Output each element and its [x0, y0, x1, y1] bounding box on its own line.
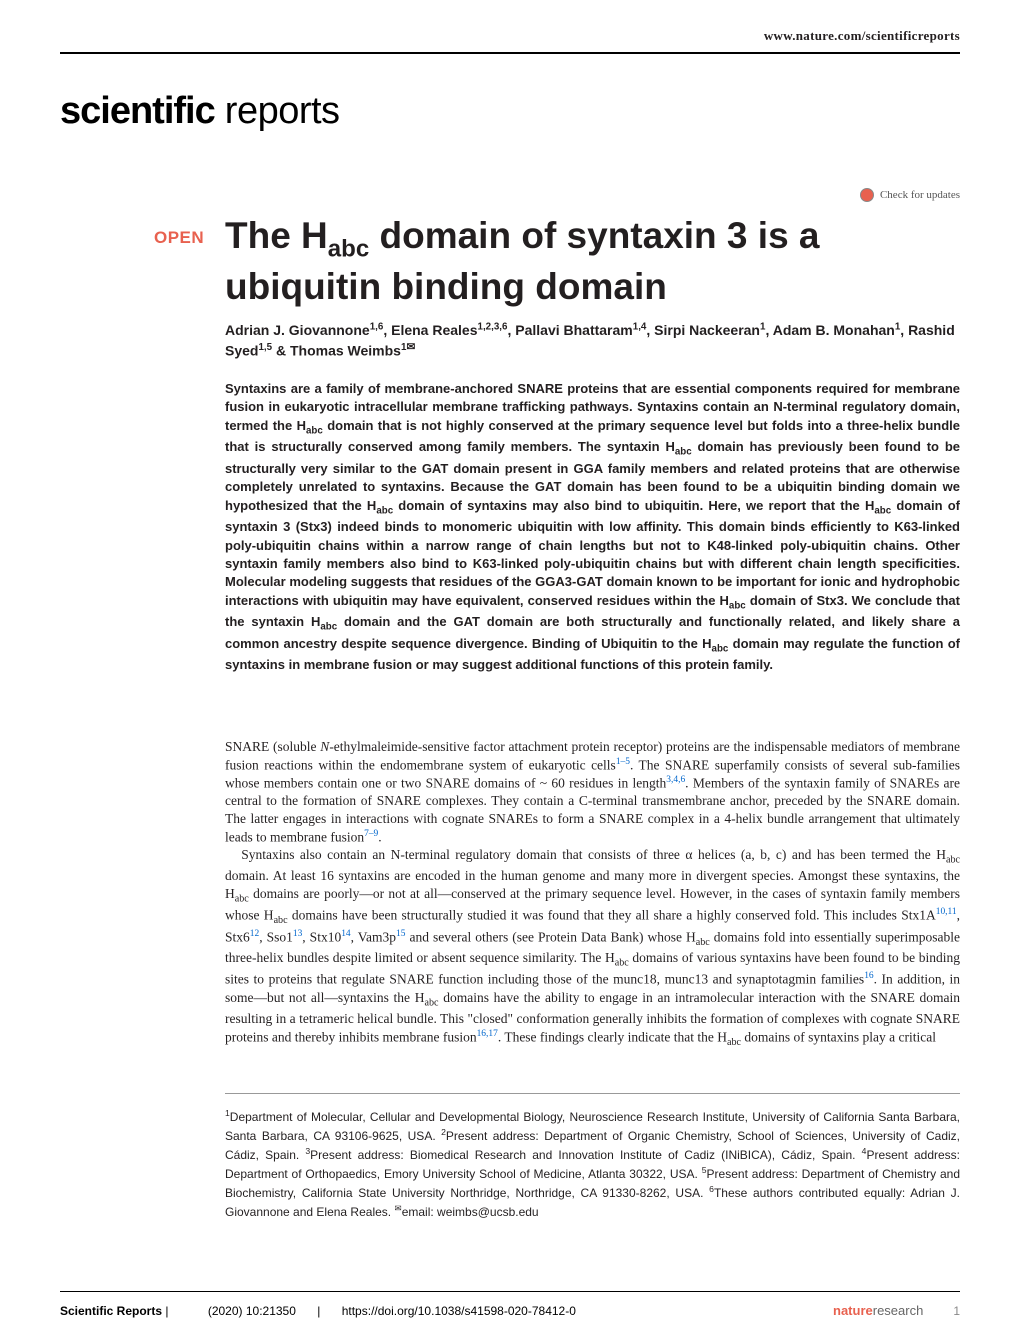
page-footer: Scientific Reports | (2020) 10:21350 | h… — [60, 1303, 960, 1318]
affiliations: 1Department of Molecular, Cellular and D… — [225, 1107, 960, 1221]
footer-journal-name: Scientific Reports — [60, 1304, 162, 1318]
body-text: SNARE (soluble N-ethylmaleimide-sensitiv… — [225, 738, 960, 1049]
footer-rule — [60, 1291, 960, 1292]
article-title: The Habc domain of syntaxin 3 is a ubiqu… — [225, 213, 960, 309]
nature-research-logo-bold: nature — [833, 1303, 873, 1318]
footer-citation: Scientific Reports | (2020) 10:21350 | h… — [60, 1304, 576, 1318]
abstract: Syntaxins are a family of membrane-ancho… — [225, 380, 960, 675]
journal-logo-bold: scientific — [60, 90, 215, 132]
nature-research-logo-rest: research — [873, 1303, 924, 1318]
header-rule — [60, 52, 960, 54]
check-updates-label: Check for updates — [880, 189, 960, 201]
journal-logo: scientific reports — [60, 90, 340, 133]
journal-url: www.nature.com/scientificreports — [764, 28, 960, 44]
affiliations-rule — [225, 1093, 960, 1094]
open-access-badge: OPEN — [154, 228, 204, 248]
journal-logo-light: reports — [215, 90, 340, 132]
footer-year-volume: (2020) 10:21350 — [208, 1304, 296, 1318]
footer-doi: https://doi.org/10.1038/s41598-020-78412… — [342, 1304, 576, 1318]
check-updates-icon — [860, 188, 874, 202]
nature-research-logo: natureresearch — [833, 1303, 923, 1318]
check-updates-link[interactable]: Check for updates — [860, 188, 960, 202]
page-number: 1 — [953, 1304, 960, 1318]
body-paragraph-1: SNARE (soluble N-ethylmaleimide-sensitiv… — [225, 738, 960, 846]
author-list: Adrian J. Giovannone1,6, Elena Reales1,2… — [225, 320, 960, 361]
body-paragraph-2: Syntaxins also contain an N-terminal reg… — [225, 846, 960, 1049]
